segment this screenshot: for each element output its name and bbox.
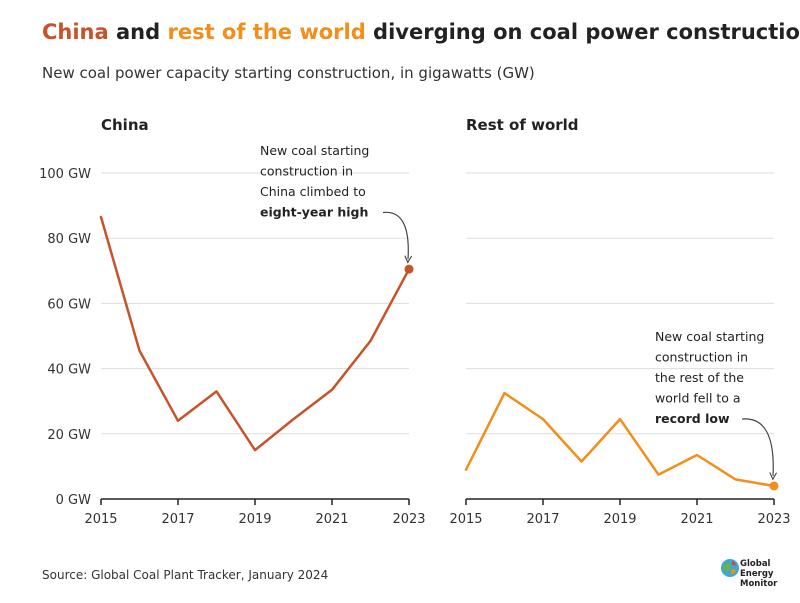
y-tick-label-china: 100 GW xyxy=(39,167,91,182)
x-tick-label-china: 2021 xyxy=(315,512,348,527)
logo-text: Global Energy Monitor xyxy=(740,559,777,589)
annotation-bold-rest: record low xyxy=(655,411,730,426)
annotation-line-rest: New coal starting xyxy=(655,329,764,344)
series-line-china xyxy=(99,215,411,452)
annotation-line-rest: construction in xyxy=(655,350,748,365)
title-and: and xyxy=(108,20,168,44)
annotation-bold-china: eight-year high xyxy=(260,205,368,220)
x-tick-label-rest: 2019 xyxy=(603,512,636,527)
chart-subtitle: New coal power capacity starting constru… xyxy=(42,64,535,82)
x-tick-label-china: 2015 xyxy=(84,512,117,527)
x-tick-label-rest: 2017 xyxy=(526,512,559,527)
annotation-line-china: construction in xyxy=(260,164,353,179)
x-tick-label-china: 2017 xyxy=(161,512,194,527)
x-tick-label-china: 2019 xyxy=(238,512,271,527)
x-tick-label-china: 2023 xyxy=(392,512,425,527)
panel-title-rest: Rest of world xyxy=(466,116,579,134)
logo-line-3: Monitor xyxy=(740,579,778,589)
series-line-rest xyxy=(464,391,776,488)
annotation-arrow-rest xyxy=(741,418,773,476)
x-tick-label-rest: 2015 xyxy=(449,512,482,527)
annotation-line-china: China climbed to xyxy=(260,184,366,199)
globe-logo-icon xyxy=(721,559,739,577)
x-tick-label-rest: 2021 xyxy=(680,512,713,527)
y-tick-label-china: 40 GW xyxy=(47,363,91,378)
y-tick-label-china: 60 GW xyxy=(47,297,91,312)
endpoint-marker-rest xyxy=(769,481,779,491)
title-rest-text: diverging on coal power construction xyxy=(365,20,800,44)
panel-title-china: China xyxy=(101,116,149,134)
title-rest: rest of the world xyxy=(167,20,366,44)
logo-line-1: Global xyxy=(740,559,771,569)
chart-title: China and rest of the world diverging on… xyxy=(42,20,800,44)
title-china: China xyxy=(42,20,109,44)
annotation-arrow-china xyxy=(382,211,408,259)
annotation-line-china: New coal starting xyxy=(260,143,369,158)
y-tick-label-china: 80 GW xyxy=(47,232,91,247)
source-note: Source: Global Coal Plant Tracker, Janua… xyxy=(42,568,329,582)
y-tick-label-china: 0 GW xyxy=(56,493,91,508)
endpoint-marker-china xyxy=(404,264,414,274)
y-tick-label-china: 20 GW xyxy=(47,428,91,443)
annotation-line-rest: world fell to a xyxy=(655,391,741,406)
annotation-line-rest: the rest of the xyxy=(655,370,744,385)
x-tick-label-rest: 2023 xyxy=(757,512,790,527)
logo-line-2: Energy xyxy=(740,569,774,579)
